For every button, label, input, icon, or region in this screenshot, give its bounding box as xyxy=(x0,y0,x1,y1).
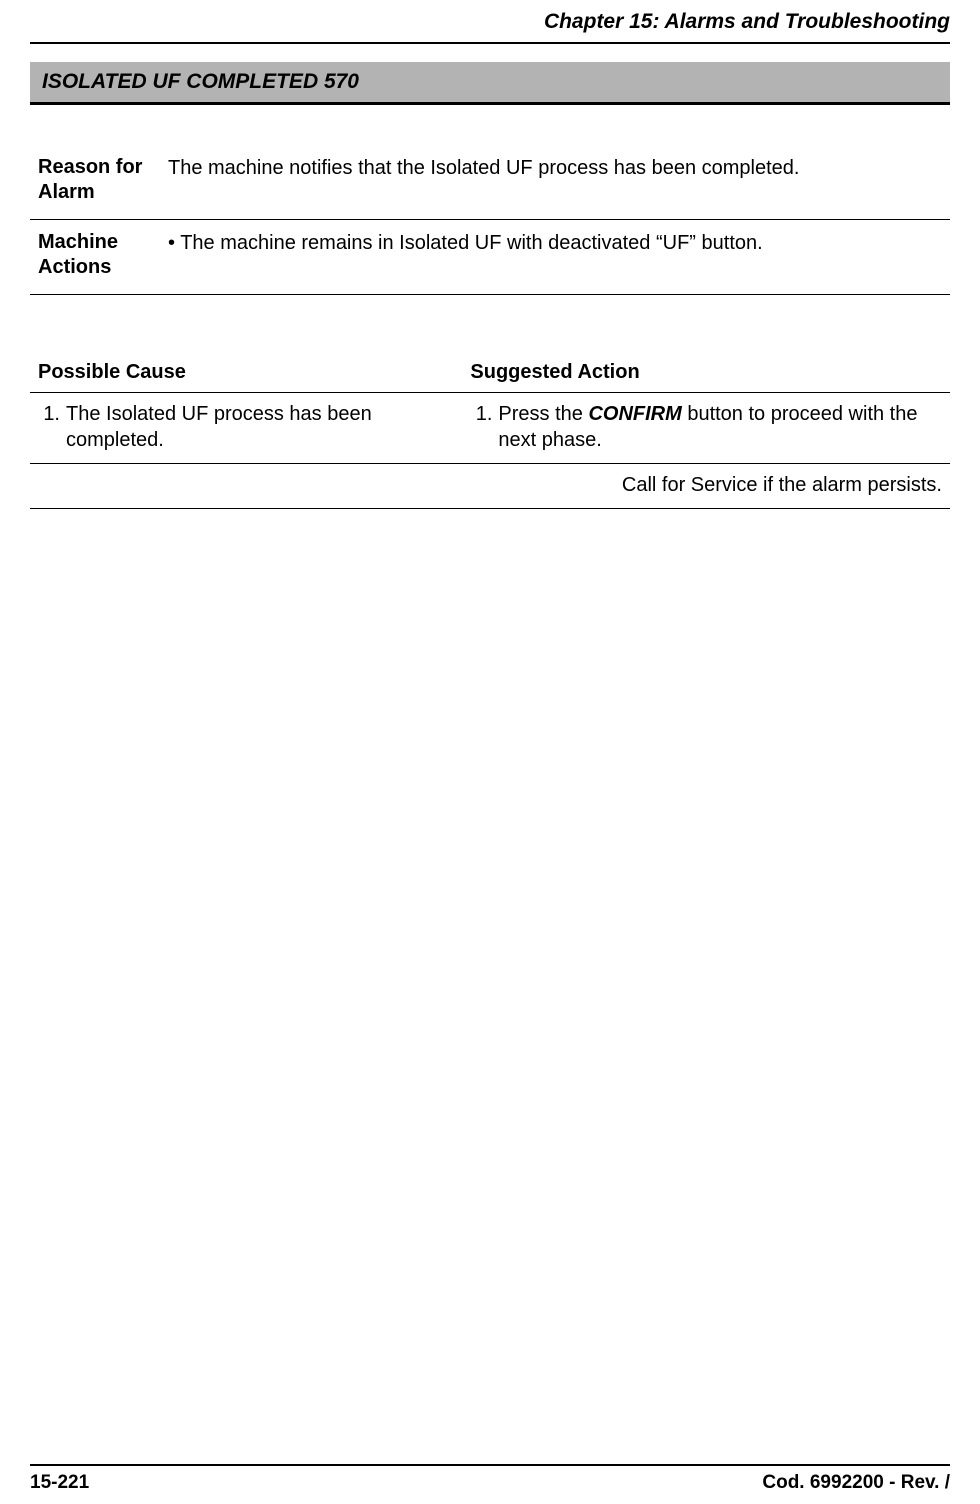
reason-value: The machine notifies that the Isolated U… xyxy=(160,145,950,220)
content-area: ISOLATED UF COMPLETED 570 Reason for Ala… xyxy=(0,44,980,509)
page-number: 15-221 xyxy=(30,1472,89,1494)
cause-item: 1. The Isolated UF process has been comp… xyxy=(38,401,454,453)
possible-cause-header: Possible Cause xyxy=(30,355,462,393)
action-text: Press the CONFIRM button to proceed with… xyxy=(498,401,942,453)
action-item: 1. Press the CONFIRM button to proceed w… xyxy=(470,401,942,453)
action-number: 1. xyxy=(470,401,498,453)
footer-row: 15-221 Cod. 6992200 - Rev. / xyxy=(30,1472,950,1494)
cause-action-table: Possible Cause Suggested Action 1. The I… xyxy=(30,355,950,509)
footer-rule xyxy=(30,1464,950,1466)
table-row: Machine Actions • The machine remains in… xyxy=(30,220,950,295)
table-row: Call for Service if the alarm persists. xyxy=(30,464,950,509)
cause-text: The Isolated UF process has been complet… xyxy=(66,401,454,453)
page-footer: 15-221 Cod. 6992200 - Rev. / xyxy=(0,1464,980,1504)
reason-label: Reason for Alarm xyxy=(30,145,160,220)
page-header: Chapter 15: Alarms and Troubleshooting xyxy=(0,0,980,44)
chapter-title: Chapter 15: Alarms and Troubleshooting xyxy=(30,10,950,42)
action-prefix: Press the xyxy=(498,403,588,425)
page-container: Chapter 15: Alarms and Troubleshooting I… xyxy=(0,0,980,1504)
action-cell: 1. Press the CONFIRM button to proceed w… xyxy=(462,393,950,464)
suggested-action-header: Suggested Action xyxy=(462,355,950,393)
alarm-title-box: ISOLATED UF COMPLETED 570 xyxy=(30,62,950,105)
machine-actions-value: • The machine remains in Isolated UF wit… xyxy=(160,220,950,295)
table-row: Reason for Alarm The machine notifies th… xyxy=(30,145,950,220)
info-table: Reason for Alarm The machine notifies th… xyxy=(30,145,950,295)
table-row: 1. The Isolated UF process has been comp… xyxy=(30,393,950,464)
table-header-row: Possible Cause Suggested Action xyxy=(30,355,950,393)
service-note: Call for Service if the alarm persists. xyxy=(30,464,950,509)
cause-number: 1. xyxy=(38,401,66,453)
cause-cell: 1. The Isolated UF process has been comp… xyxy=(30,393,462,464)
machine-actions-label: Machine Actions xyxy=(30,220,160,295)
doc-code: Cod. 6992200 - Rev. / xyxy=(762,1472,950,1494)
action-bold: CONFIRM xyxy=(588,403,681,425)
